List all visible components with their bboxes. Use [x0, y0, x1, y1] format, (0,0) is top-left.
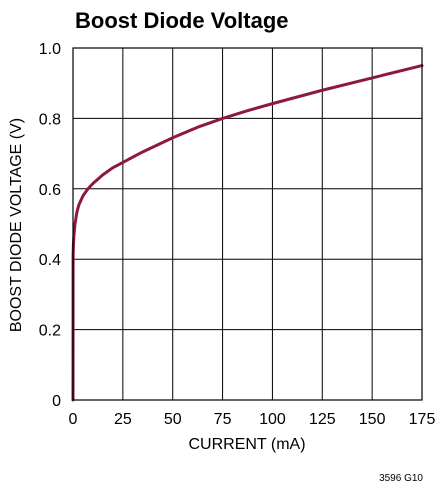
x-tick-label: 0: [69, 411, 78, 428]
chart-title: Boost Diode Voltage: [75, 8, 289, 33]
series-line: [73, 66, 422, 400]
grid: [73, 48, 422, 400]
x-tick-label: 150: [359, 411, 386, 428]
x-tick-label: 25: [114, 411, 132, 428]
x-tick-label: 175: [409, 411, 436, 428]
y-tick-label: 0.6: [39, 182, 61, 199]
x-tick-label: 125: [309, 411, 336, 428]
x-tick-label: 50: [164, 411, 182, 428]
y-tick-label: 0.8: [39, 111, 61, 128]
plot-frame: [73, 48, 422, 400]
x-axis-label: CURRENT (mA): [188, 436, 305, 453]
x-tick-label: 75: [214, 411, 232, 428]
y-tick-label: 0: [52, 393, 61, 410]
y-tick-label: 0.4: [39, 252, 61, 269]
x-tick-label: 100: [259, 411, 286, 428]
tick-labels: 0 25 50 75 100 125 150 175 0 0.2 0.4 0.6 0.8 1.0: [39, 41, 436, 428]
y-tick-label: 0.2: [39, 323, 61, 340]
y-tick-label: 1.0: [39, 41, 61, 58]
y-axis-label: BOOST DIODE VOLTAGE (V): [8, 118, 25, 332]
axes: [73, 48, 422, 400]
figure-id: 3596 G10: [379, 473, 423, 484]
series-layer: [73, 66, 422, 400]
